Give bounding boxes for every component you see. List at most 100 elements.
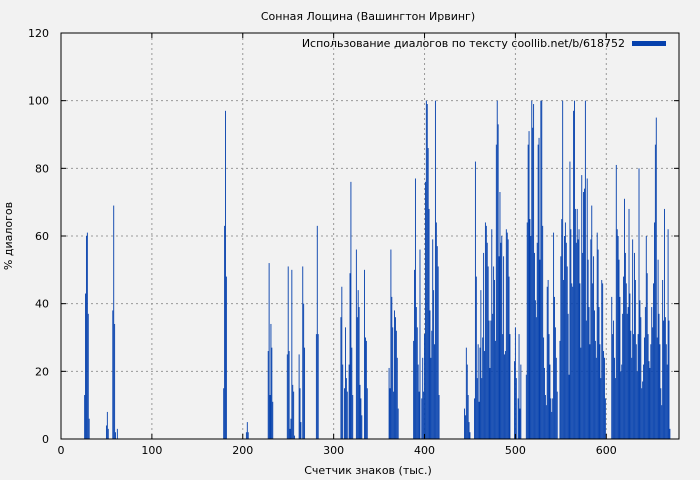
data-bar (574, 100, 575, 440)
data-bar (582, 252, 584, 439)
data-bar (542, 225, 544, 439)
data-bar (286, 354, 288, 439)
data-bar (584, 188, 585, 439)
data-bar (615, 164, 617, 439)
data-bar (298, 354, 300, 439)
data-bar (352, 395, 354, 439)
data-bar (579, 283, 581, 439)
data-bar (599, 344, 601, 439)
data-bar (556, 391, 558, 439)
x-tick-label: 100 (141, 444, 162, 457)
data-bar (535, 317, 537, 439)
legend-label: Использование диалогов по тексту coollib… (302, 37, 625, 50)
data-bar (317, 334, 319, 439)
data-bar (588, 307, 590, 439)
data-bar (548, 334, 550, 439)
x-tick-label: 500 (505, 444, 526, 457)
data-bar (586, 178, 588, 439)
data-bar (560, 256, 562, 439)
data-bar (553, 232, 555, 439)
data-bar (504, 351, 506, 439)
data-bar (622, 313, 624, 439)
data-bar (507, 239, 509, 439)
data-bar (624, 252, 626, 439)
data-bar (538, 137, 540, 439)
data-bar (245, 432, 247, 439)
data-bar (467, 395, 469, 439)
data-bar (246, 422, 248, 439)
data-bar (587, 259, 589, 439)
data-bar (494, 279, 495, 439)
data-bar (555, 357, 557, 439)
data-bar (641, 388, 643, 439)
data-bar (575, 242, 577, 439)
data-bar (611, 296, 613, 439)
data-bar (290, 418, 292, 439)
data-bar (495, 144, 497, 439)
data-bar (531, 100, 533, 440)
data-bar (315, 334, 317, 439)
data-bar (106, 411, 108, 439)
data-bar (392, 327, 394, 439)
data-bar (85, 236, 87, 439)
data-bar (590, 239, 592, 439)
data-bar (544, 367, 545, 439)
data-bar (316, 225, 318, 439)
data-bar (664, 317, 666, 439)
data-bar (646, 273, 648, 439)
data-bar (485, 225, 487, 439)
data-bar (589, 344, 591, 439)
data-bar (614, 378, 616, 439)
data-bar (623, 276, 625, 439)
data-bar (601, 279, 603, 439)
data-bar (571, 283, 573, 439)
data-bar (287, 266, 289, 439)
data-bar (502, 334, 504, 439)
data-bar (482, 337, 484, 439)
data-bar (618, 259, 620, 439)
data-bar (563, 279, 565, 439)
data-bar (552, 398, 554, 439)
data-bar (644, 307, 646, 439)
data-bar (593, 256, 595, 439)
data-bar (395, 330, 397, 439)
data-bar (391, 296, 393, 439)
data-bar (437, 266, 439, 439)
data-bar (422, 357, 424, 439)
data-bar (576, 208, 578, 439)
data-bar (88, 418, 90, 439)
data-bar (565, 242, 567, 439)
data-bar (643, 364, 645, 439)
data-bar (474, 398, 475, 439)
data-bar (272, 401, 274, 439)
data-bar (116, 428, 118, 439)
data-bar (506, 232, 508, 439)
data-bar (486, 242, 488, 439)
x-tick-label: 400 (414, 444, 435, 457)
data-bar (666, 364, 668, 439)
data-bar (488, 320, 490, 439)
axis-ticks: 0 100 200 300 400 500 600 0 20 40 60 80 100 120 (28, 27, 679, 457)
data-bar (655, 117, 657, 439)
data-bar (596, 232, 598, 439)
data-bar (225, 276, 227, 439)
data-bar (477, 344, 479, 439)
data-bar (436, 246, 438, 439)
data-bar (435, 222, 437, 439)
data-bar (659, 344, 661, 439)
data-bar (365, 337, 366, 439)
data-bar (501, 236, 503, 439)
data-bar (366, 388, 368, 439)
data-bar (561, 219, 563, 439)
data-bar (534, 300, 536, 439)
data-bar (562, 100, 564, 440)
data-bar (112, 310, 114, 439)
data-bar (633, 334, 635, 439)
data-bar (604, 398, 606, 439)
data-bar (564, 222, 566, 439)
data-bar (660, 388, 662, 439)
data-bar (476, 378, 478, 439)
data-bar (418, 391, 420, 439)
data-bar (656, 337, 658, 439)
